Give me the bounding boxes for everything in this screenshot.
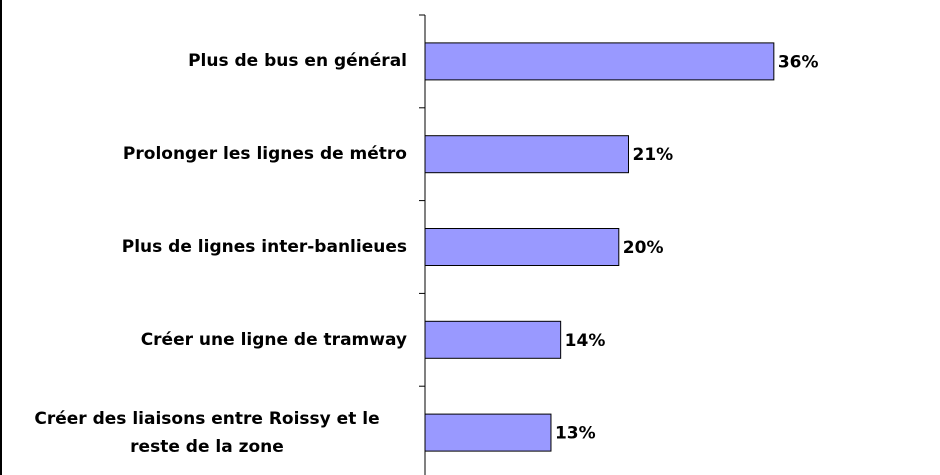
category-label-box: Plus de lignes inter-banlieues bbox=[7, 233, 407, 261]
category-label: Plus de lignes inter-banlieues bbox=[121, 237, 407, 257]
category-label-box: Plus de bus en général bbox=[7, 47, 407, 75]
bar bbox=[424, 228, 620, 266]
category-label: Créer une ligne de tramway bbox=[140, 329, 407, 350]
category-label: Prolonger les lignes de métro bbox=[122, 144, 407, 165]
value-label: 14% bbox=[565, 331, 606, 351]
value-label: 13% bbox=[555, 424, 596, 444]
category-label-box: Prolonger les lignes de métro bbox=[7, 140, 407, 168]
bar bbox=[424, 42, 775, 81]
value-label: 20% bbox=[623, 238, 664, 258]
bar bbox=[424, 320, 562, 359]
value-label: 36% bbox=[778, 52, 819, 72]
value-label: 21% bbox=[632, 145, 673, 165]
category-label-box: Créer une ligne de tramway bbox=[7, 326, 407, 354]
bar bbox=[424, 135, 629, 174]
category-label: Plus de bus en général bbox=[188, 51, 407, 72]
category-label-box: Créer des liaisons entre Roissy et le re… bbox=[7, 405, 407, 461]
category-label: Créer des liaisons entre Roissy et le re… bbox=[34, 408, 380, 457]
bar bbox=[424, 413, 552, 452]
